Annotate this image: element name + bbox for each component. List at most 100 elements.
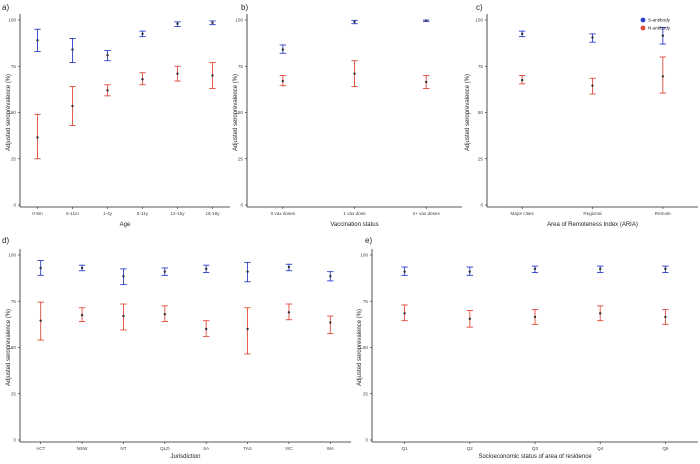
panel-label: a): [2, 3, 9, 12]
x-tick-label: Q2: [467, 446, 474, 451]
s-antibody-point: [163, 270, 167, 273]
y-tick-label: 75: [11, 299, 17, 304]
s-antibody-point: [176, 22, 179, 25]
s-antibody-legend-swatch: [640, 17, 646, 23]
s-antibody-point: [468, 270, 471, 273]
x-tick-label: Regional: [583, 211, 601, 216]
s-antibody-point: [329, 275, 332, 278]
n-antibody-point: [664, 315, 667, 319]
y-tick-label: 0: [13, 203, 16, 208]
n-antibody-point: [520, 78, 524, 82]
n-antibody-point: [36, 136, 39, 139]
n-antibody-point: [591, 84, 594, 87]
y-tick-label: 75: [363, 299, 369, 304]
y-tick-label: 50: [238, 110, 244, 115]
x-tick-label: VIC: [285, 446, 293, 451]
n-antibody-point: [329, 321, 332, 324]
s-antibody-point: [211, 21, 214, 24]
panel-b: b) 0 25 50 75 100 0 vax doses 1 vax dose 2+ vax …: [233, 3, 462, 228]
s-antibody-point: [424, 19, 428, 22]
n-antibody-legend-label: N-antibody: [648, 26, 671, 31]
n-antibody-point: [353, 72, 356, 75]
n-antibody-point: [661, 75, 665, 78]
x-tick-label: 0 vax doses: [271, 211, 296, 216]
x-axis-title: Age: [120, 222, 131, 228]
x-axis-title: Area of Remoteness Index (ARIA): [547, 222, 638, 228]
panel-label: c): [476, 3, 483, 12]
panel-label: d): [2, 236, 9, 245]
y-tick-label: 25: [238, 156, 244, 161]
s-antibody-point: [141, 32, 144, 36]
x-tick-label: Q4: [597, 446, 604, 451]
x-tick-label: NSW: [77, 446, 88, 451]
x-tick-label: 12-15y: [170, 211, 185, 216]
x-tick-label: 5-11y: [137, 211, 149, 216]
y-tick-label: 100: [475, 18, 483, 23]
s-antibody-point: [122, 275, 125, 278]
y-tick-label: 25: [11, 391, 17, 396]
x-tick-label: ACT: [36, 446, 45, 451]
y-axis-title: Adjusted seroprevalence (%): [465, 74, 471, 151]
s-antibody-point: [204, 267, 208, 271]
y-tick-label: 75: [11, 64, 17, 69]
x-tick-label: Q5: [662, 446, 669, 451]
y-tick-label: 100: [8, 18, 16, 23]
n-antibody-point: [424, 80, 428, 84]
n-antibody-point: [204, 327, 208, 331]
y-tick-label: 100: [235, 18, 243, 23]
n-antibody-point: [468, 317, 471, 321]
x-tick-label: Remote: [655, 211, 672, 216]
n-antibody-point: [281, 79, 285, 83]
n-antibody-point: [533, 315, 537, 319]
y-tick-label: 0: [13, 438, 16, 443]
s-antibody-point: [520, 32, 524, 36]
y-axis-title: Adjusted seroprevalence (%): [6, 309, 12, 386]
x-tick-label: WA: [327, 446, 335, 451]
x-tick-label: NT: [120, 446, 126, 451]
y-tick-label: 100: [360, 253, 368, 258]
s-antibody-point: [71, 48, 74, 51]
x-tick-label: Major cities: [511, 211, 535, 216]
n-antibody-point: [141, 78, 144, 81]
y-axis-title: Adjusted seroprevalence (%): [357, 309, 363, 386]
y-tick-label: 100: [8, 253, 16, 258]
n-antibody-point: [176, 72, 179, 75]
x-tick-label: TAS: [243, 446, 252, 451]
s-antibody-point: [39, 266, 42, 270]
panel-c: c) 0 25 50 75 100 Major cities Regional Remote Ar…: [465, 3, 698, 228]
panel-label: e): [365, 236, 372, 245]
x-axis-title: Vaccination status: [330, 222, 378, 228]
n-antibody-point: [106, 89, 109, 92]
y-tick-label: 25: [11, 156, 17, 161]
x-tick-label: QLD: [160, 446, 170, 451]
y-tick-label: 50: [363, 345, 369, 350]
x-axis-title: Jurisdiction: [170, 454, 200, 460]
panel-a: a) 0 25 50 75 100 0-5m 6-11m 1-4y 5-11y 12-15y 16-1…: [2, 3, 230, 228]
s-antibody-point: [287, 265, 291, 269]
x-tick-label: SA: [203, 446, 210, 451]
panel-label: b): [241, 3, 248, 12]
x-axis-title: Socioeconomic status of area of residenc…: [478, 454, 592, 460]
y-tick-label: 50: [11, 110, 17, 115]
n-antibody-legend-swatch: [640, 25, 646, 31]
n-antibody-point: [39, 319, 42, 322]
x-tick-label: Q3: [532, 446, 539, 451]
s-antibody-point: [353, 20, 356, 24]
y-tick-label: 50: [11, 345, 17, 350]
y-axis-title: Adjusted seroprevalence (%): [6, 74, 12, 151]
n-antibody-point: [211, 74, 214, 77]
y-tick-label: 50: [478, 110, 484, 115]
s-antibody-point: [80, 266, 84, 270]
y-tick-label: 75: [478, 64, 484, 69]
y-tick-label: 25: [478, 156, 484, 161]
n-antibody-point: [246, 327, 249, 331]
n-antibody-point: [599, 312, 602, 315]
s-antibody-point: [403, 270, 406, 273]
s-antibody-point: [664, 267, 667, 271]
y-tick-label: 25: [363, 391, 369, 396]
x-tick-label: 16-19y: [205, 211, 220, 216]
y-tick-label: 0: [240, 203, 243, 208]
x-tick-label: 0-5m: [32, 211, 43, 216]
legend: S-antibody N-antibody: [640, 17, 671, 31]
